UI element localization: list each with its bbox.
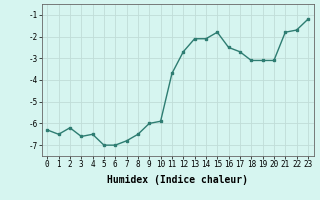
X-axis label: Humidex (Indice chaleur): Humidex (Indice chaleur) bbox=[107, 175, 248, 185]
